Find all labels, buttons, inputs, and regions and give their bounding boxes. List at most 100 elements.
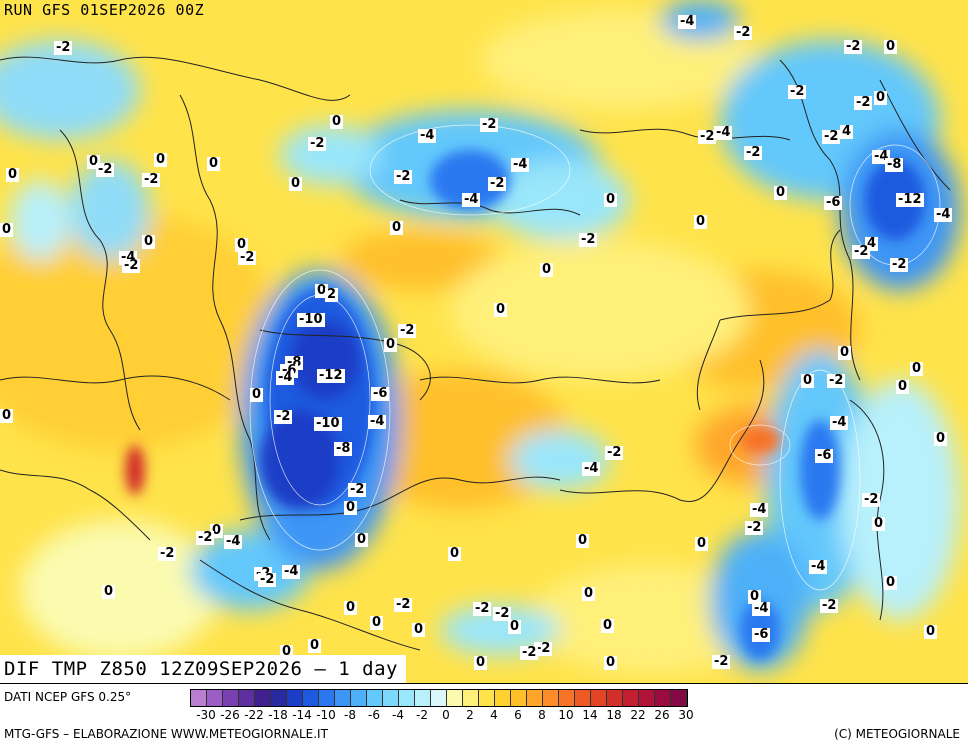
legend-swatch [191, 690, 207, 706]
contour-label: -2 [473, 601, 492, 616]
legend-swatch [431, 690, 447, 706]
contour-label: -2 [745, 520, 764, 535]
contour-label: -2 [862, 492, 881, 507]
contour-label: 0 [601, 618, 615, 633]
legend-tick-label: 26 [654, 708, 670, 722]
contour-label: 0 [289, 176, 303, 191]
contour-label: -8 [885, 157, 904, 172]
contour-label: 0 [384, 337, 398, 352]
contour-label: 0 [748, 589, 762, 604]
contour-label: 0 [344, 500, 358, 515]
contour-label: -2 [274, 409, 293, 424]
contour-label: 2 [325, 287, 339, 302]
contour-label: 0 [235, 237, 249, 252]
contour-label: 0 [330, 114, 344, 129]
contour-label: -2 [398, 323, 417, 338]
contour-label: -2 [822, 129, 841, 144]
legend-tick-label: -8 [344, 708, 356, 722]
contour-label: 0 [448, 546, 462, 561]
contour-label: -6 [752, 627, 771, 642]
legend-tick-label: 8 [538, 708, 546, 722]
contour-label: -2 [698, 129, 717, 144]
contour-label: 0 [896, 379, 910, 394]
contour-label: -2 [348, 482, 367, 497]
contour-label: 0 [694, 214, 708, 229]
contour-label: 0 [934, 431, 948, 446]
legend-swatch [655, 690, 671, 706]
legend-tick-label: -22 [244, 708, 264, 722]
contour-label: 0 [6, 167, 20, 182]
legend-tick-label: 4 [490, 708, 498, 722]
contour-label: -10 [314, 416, 342, 431]
legend-tick-label: -30 [196, 708, 216, 722]
run-title: RUN GFS 01SEP2026 00Z [4, 1, 205, 19]
legend-swatch [223, 690, 239, 706]
contour-label: -2 [394, 597, 413, 612]
contour-label: 0 [774, 185, 788, 200]
legend-swatch [511, 690, 527, 706]
contour-label: 0 [540, 262, 554, 277]
contour-label: -2 [579, 232, 598, 247]
contour-label: 0 [154, 152, 168, 167]
color-scale-ticks: -30 -26 -22 -18 -14 -10 -8 -6 -4 -2 0 2 4 6 8 10 14 18 22 2… [190, 708, 968, 724]
legend-tick-label: -14 [292, 708, 312, 722]
contour-label: -8 [334, 441, 353, 456]
color-scale-bar [190, 689, 688, 707]
contour-label: -2 [827, 373, 846, 388]
legend-swatch [639, 690, 655, 706]
legend-swatch [671, 690, 687, 706]
contour-label: 0 [0, 408, 14, 423]
contour-label: 0 [355, 532, 369, 547]
contour-label: -4 [511, 157, 530, 172]
contour-label: -2 [534, 641, 553, 656]
legend-tick-label: 0 [442, 708, 450, 722]
contour-label: -2 [122, 258, 141, 273]
contour-label: 0 [576, 533, 590, 548]
contour-label: 0 [924, 624, 938, 639]
legend-swatch [559, 690, 575, 706]
contour-label: 0 [884, 575, 898, 590]
credit-right: (C) METEOGIORNALE [834, 727, 960, 741]
legend-swatch [623, 690, 639, 706]
contour-label: -4 [462, 192, 481, 207]
credit-left: MTG-GFS – ELABORAZIONE WWW.METEOGIORNALE… [4, 727, 328, 741]
legend-tick-label: -26 [220, 708, 240, 722]
contour-label: -2 [238, 250, 257, 265]
contour-label: -4 [678, 14, 697, 29]
contour-label: -12 [896, 192, 924, 207]
legend-tick-label: -6 [368, 708, 380, 722]
contour-label: -2 [890, 257, 909, 272]
contour-label: 0 [474, 655, 488, 670]
contour-label: 0 [102, 584, 116, 599]
contour-label: 0 [582, 586, 596, 601]
contour-label: -4 [809, 559, 828, 574]
contour-label: -6 [824, 195, 843, 210]
legend-tick-label: -18 [268, 708, 288, 722]
legend-swatch [543, 690, 559, 706]
contour-label: -2 [142, 172, 161, 187]
contour-label: -2 [493, 606, 512, 621]
legend-swatch [495, 690, 511, 706]
contour-label: 0 [884, 39, 898, 54]
contour-label: -2 [605, 445, 624, 460]
legend-swatch [287, 690, 303, 706]
legend-tick-label: 14 [582, 708, 598, 722]
contour-label: -4 [830, 415, 849, 430]
legend-swatch [575, 690, 591, 706]
contour-label: 0 [695, 536, 709, 551]
contour-label: -2 [852, 244, 871, 259]
legend-swatch [207, 690, 223, 706]
contour-label: 0 [370, 615, 384, 630]
contour-label: -12 [317, 368, 345, 383]
legend-swatch [607, 690, 623, 706]
contour-label: -2 [258, 572, 277, 587]
contour-label: -2 [96, 162, 115, 177]
contour-label: -2 [820, 598, 839, 613]
contour-label: -2 [480, 117, 499, 132]
contour-label: -2 [712, 654, 731, 669]
contour-label: -2 [394, 169, 413, 184]
contour-label: -2 [158, 546, 177, 561]
contour-label: 0 [412, 622, 426, 637]
contour-label: -4 [752, 601, 771, 616]
contour-label: -4 [276, 370, 295, 385]
